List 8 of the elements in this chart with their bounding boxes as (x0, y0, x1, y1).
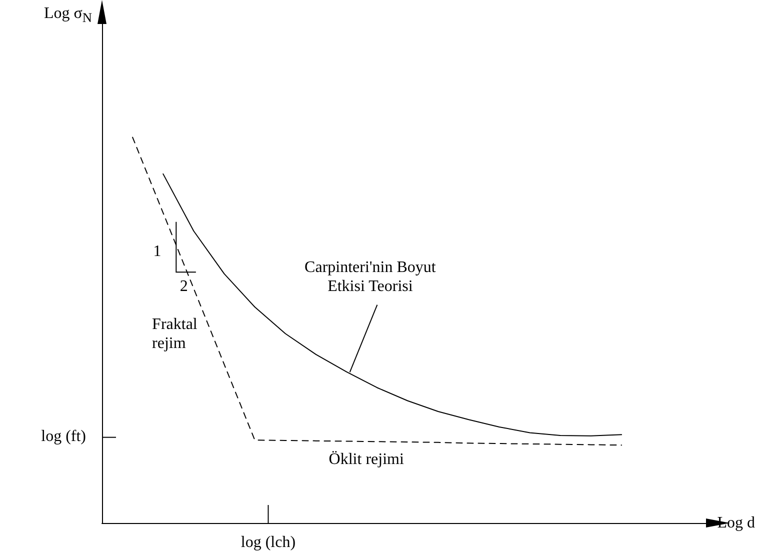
text: log (ft) (40, 427, 86, 446)
annotation: Carpinteri'nin Boyut Etkisi Teorisi (304, 258, 437, 296)
annotation: 1 (153, 242, 162, 261)
text: log (lch) (240, 533, 297, 552)
annotation: Öklit rejimi (328, 450, 405, 470)
text: Log σ$_{N}$ (42, 4, 92, 28)
annotation: 2 (180, 276, 189, 296)
annotation: Fraktal rejim (152, 315, 198, 354)
